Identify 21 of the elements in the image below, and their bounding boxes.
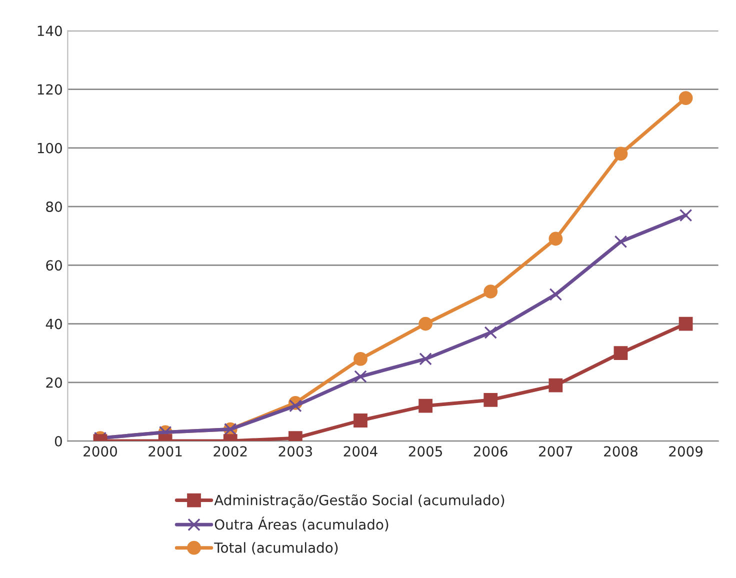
x-tick-label: 2005 bbox=[408, 446, 442, 457]
x-tick-label: 2003 bbox=[278, 446, 312, 457]
x-tick-label: 2007 bbox=[539, 446, 572, 457]
y-tick-label: 120 bbox=[38, 84, 62, 95]
x-tick-label: 2009 bbox=[669, 446, 702, 457]
y-tick-label: 0 bbox=[54, 436, 62, 446]
y-tick-label: 20 bbox=[46, 377, 62, 388]
x-tick-label: 2006 bbox=[474, 446, 508, 457]
y-tick-label: 140 bbox=[38, 26, 62, 36]
y-tick-label: 40 bbox=[46, 318, 62, 330]
x-tick-label: 2004 bbox=[344, 446, 378, 457]
legend-label: Total (acumulado) bbox=[214, 542, 338, 555]
x-tick-label: 2000 bbox=[84, 446, 117, 457]
x-tick-label: 2002 bbox=[214, 446, 247, 457]
y-tick-label: 100 bbox=[38, 142, 62, 154]
x-tick-label: 2001 bbox=[148, 446, 182, 457]
y-tick-label: 60 bbox=[46, 260, 62, 271]
legend-label: Outra Áreas (acumulado) bbox=[214, 516, 388, 532]
x-tick-label: 2008 bbox=[604, 446, 638, 457]
y-tick-label: 80 bbox=[46, 201, 62, 212]
legend-label: Administração/Gestão Social (acumulado) bbox=[214, 494, 504, 508]
